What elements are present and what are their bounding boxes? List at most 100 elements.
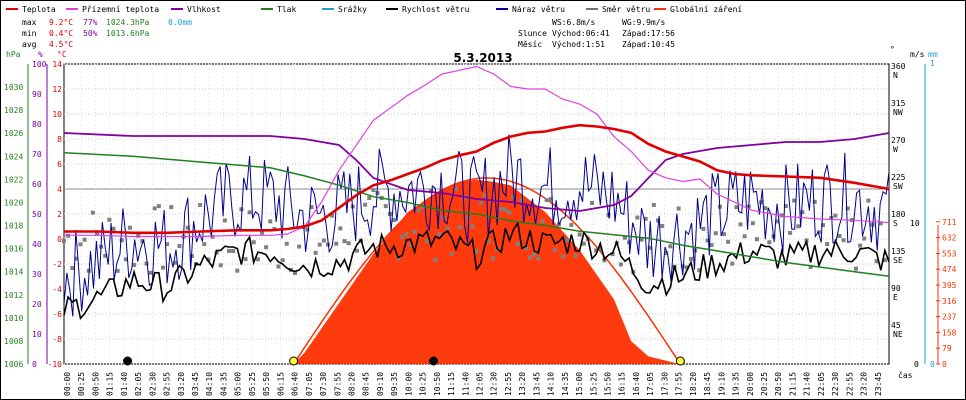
wind-direction-point [573, 253, 578, 258]
x-tick-label: 00:25 [77, 372, 86, 396]
pressure-tick: 1020 [4, 198, 23, 207]
gust-line [63, 134, 890, 317]
wind-direction-point [783, 204, 788, 209]
wind-direction-point [544, 198, 549, 203]
wind-direction-point [222, 218, 227, 223]
wind-direction-point [123, 257, 128, 262]
temperature-line [64, 123, 890, 235]
pressure-line [63, 152, 890, 278]
wind-direction-point [482, 193, 487, 198]
wind-direction-point [862, 236, 867, 241]
humidity-tick: 40 [32, 240, 42, 249]
x-tick-label: 22:05 [817, 372, 826, 396]
legend: Teplota Přízemní teplota Vlhkost Tlak Srážky… [6, 5, 742, 14]
wind-direction-point [684, 265, 689, 270]
x-tick-label: 17:05 [646, 372, 655, 396]
moon-rise: Východ:1:51 [552, 40, 605, 49]
pressure-tick: 1014 [4, 268, 23, 277]
wind-direction-point [635, 215, 640, 220]
wind-direction-point [247, 210, 252, 215]
wind-dir-tick: 315 [891, 99, 906, 108]
wind-direction-point [107, 217, 112, 222]
wind-direction-point [825, 242, 830, 247]
wind-direction-point [874, 259, 879, 264]
wind-direction-point [177, 244, 182, 249]
wind-direction-point [367, 196, 372, 201]
x-tick-label: 16:40 [632, 372, 641, 396]
wind-direction-point [354, 248, 359, 253]
temperature-tick: 10 [52, 110, 62, 119]
legend-label: Globální záření [670, 5, 742, 14]
x-tick-label: 20:50 [774, 372, 783, 396]
humidity-tick: 90 [32, 90, 42, 99]
wind-direction-point [503, 207, 508, 212]
wind-direction-point [437, 232, 442, 237]
wind-direction-point [280, 258, 285, 263]
plot-area: 00:00 00:25 00:50 01:15 01:40 02:05 02:30 02:55… [4, 59, 957, 396]
wind-direction-point [800, 210, 805, 215]
pressure-tick: 1018 [4, 222, 23, 231]
x-tick-label: 00:50 [91, 372, 100, 396]
x-tick-label: 19:10 [717, 372, 726, 396]
temperature-tick: 12 [52, 85, 62, 94]
wind-direction-point [90, 210, 95, 215]
x-tick-label: 19:35 [732, 372, 741, 396]
x-tick-label: 22:55 [845, 372, 854, 396]
x-tick-label: 12:55 [504, 372, 513, 396]
wind-direction-point [165, 242, 170, 247]
wind-dir-tick: 270 [891, 136, 906, 145]
stat-max-label: max [22, 18, 37, 27]
x-tick-label: 23:45 [874, 372, 883, 396]
wind-direction-point [276, 264, 281, 269]
wind-direction-point [643, 216, 648, 221]
wind-dir-tick: 180 [891, 210, 906, 219]
wind-dir-tick: 90 [891, 284, 901, 293]
wind-dir-name: S [893, 219, 898, 228]
wind-direction-point [425, 238, 429, 243]
wind-direction-point [321, 238, 326, 243]
wind-direction-point [734, 205, 739, 210]
humidity-tick: 100 [32, 60, 47, 69]
wind-direction-point [156, 204, 161, 209]
wind-direction-point [792, 198, 797, 203]
legend-label: Rychlost větru [402, 5, 470, 14]
wind-direction-point [95, 231, 99, 236]
wind-speed-tick: 0 [914, 360, 919, 369]
wind-direction-point [293, 270, 297, 275]
wind-direction-point [218, 263, 223, 268]
wind-dir-name: SW [893, 182, 903, 191]
wind-direction-point [429, 188, 434, 193]
wind-direction-point [412, 229, 417, 234]
wind-direction-point [808, 264, 813, 269]
legend-label: Teplota [22, 5, 56, 14]
wind-direction-point [788, 230, 792, 235]
radiation-tick: 711 [942, 218, 957, 227]
wind-direction-point [845, 206, 850, 211]
wind-direction-point [524, 246, 528, 251]
pressure-unit: hPa [6, 50, 21, 59]
sunrise-marker [289, 356, 299, 366]
wind-direction-point [297, 244, 302, 249]
x-tick-label: 10:00 [404, 372, 413, 396]
wind-direction-point [111, 226, 116, 231]
wind-direction-point [750, 221, 755, 226]
x-tick-label: 08:20 [347, 372, 356, 396]
x-tick-label: 05:25 [248, 372, 257, 396]
chart-title: 5.3.2013 [453, 51, 512, 65]
humidity-unit: % [38, 50, 43, 59]
wind-direction-point [841, 238, 846, 243]
x-tick-label: 05:50 [262, 372, 271, 396]
wind-direction-point [561, 254, 566, 259]
wind-direction-point [478, 200, 483, 205]
x-axis-label: čas [898, 370, 913, 380]
rain-tick: 1 [930, 59, 935, 68]
x-tick-label: 00:00 [63, 372, 72, 396]
wind-direction-point [598, 246, 603, 251]
legend-label: Tlak [277, 5, 296, 14]
temperature-tick: -2 [52, 260, 62, 269]
radiation-tick: 0 [942, 360, 947, 369]
wind-direction-point [829, 215, 834, 220]
wind-direction-point [330, 213, 335, 218]
wind-direction-point [227, 248, 231, 253]
temperature-tick: 4 [57, 185, 62, 194]
